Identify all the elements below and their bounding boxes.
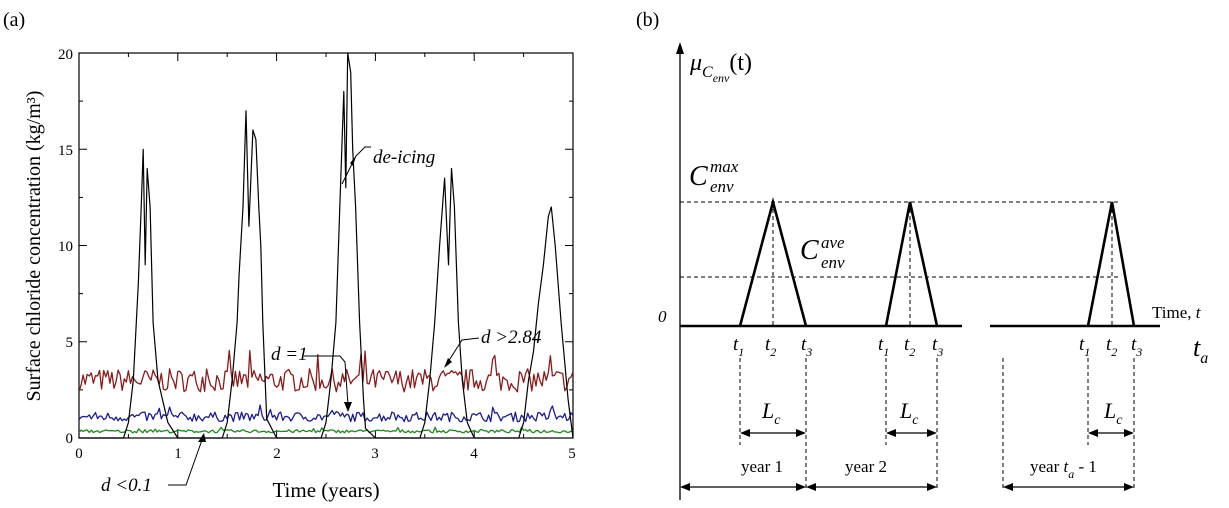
vertical-guides: [739, 202, 1135, 490]
pulse-year-ta: [1086, 201, 1136, 327]
y-axis-label-a: Surface chloride concentration (kg/m³): [23, 91, 45, 402]
t1-label-1: t1: [733, 334, 744, 359]
lc-label-3: Lc: [1103, 398, 1123, 428]
series-group-a: [78, 52, 574, 439]
panel-b-label: (b): [636, 9, 659, 31]
plot-frame-a: [78, 52, 574, 439]
d01-arrowhead: [198, 433, 206, 442]
x-tick-label-3: 3: [371, 446, 379, 462]
t3-label-2: t3: [932, 334, 943, 359]
t1-label-2: t1: [878, 334, 889, 359]
pulse-year-2: [884, 201, 939, 327]
ta-axis-label: ta: [1193, 333, 1208, 367]
lc-label-1: Lc: [761, 398, 781, 428]
d1-arrowhead: [344, 402, 352, 412]
t3-label-3: t3: [1131, 334, 1142, 359]
year-1-label: year 1: [741, 457, 783, 476]
x-tick-label-0: 0: [75, 446, 83, 462]
annotation-deicing: de-icing: [373, 147, 435, 168]
cave-sub: env: [821, 253, 845, 272]
x-tick-label-5: 5: [568, 446, 576, 462]
d284-arrowhead: [444, 358, 452, 368]
annotation-d1: d =1: [271, 344, 308, 365]
series-d01-line: [78, 426, 574, 434]
t2-label-3: t2: [1106, 334, 1117, 359]
lc-arrowheads: [740, 429, 1134, 437]
y-axis-arrowhead-b: [676, 42, 684, 54]
annotation-d284: d >2.84: [481, 327, 542, 348]
cave-label: C: [800, 235, 819, 266]
x-tick-label-4: 4: [470, 446, 478, 462]
x-tick-label-2: 2: [273, 446, 281, 462]
t-labels: t1 t2 t3 t1 t2 t3 t1 t2 t3: [733, 334, 1142, 359]
y-tick-label-5: 5: [66, 335, 74, 351]
year-arrowheads: [680, 483, 1134, 491]
d284-leader: [447, 337, 480, 363]
annotation-d01: d <0.1: [101, 475, 152, 496]
series-deicing-line: [79, 52, 574, 439]
panel-a-label: (a): [3, 9, 25, 31]
t2-label-1: t2: [765, 334, 776, 359]
t3-label-1: t3: [801, 334, 812, 359]
cmax-label: C: [689, 161, 708, 192]
y-axis-label-b: μCenv(t): [689, 50, 752, 85]
y-tick-label-0: 0: [66, 431, 74, 447]
x-axis-label-a: Time (years): [272, 478, 379, 502]
series-d284-line: [78, 349, 574, 393]
lc-labels: Lc Lc Lc: [761, 398, 1123, 428]
t1-label-3: t1: [1079, 334, 1090, 359]
x-tick-label-1: 1: [174, 446, 182, 462]
year-ta-label: year ta - 1: [1030, 457, 1097, 481]
year-2-label: year 2: [845, 457, 887, 476]
d01-leader: [168, 439, 203, 486]
origin-zero-label: 0: [658, 307, 667, 326]
time-axis-label: Time, t: [1152, 303, 1202, 322]
cmax-sub: env: [710, 177, 734, 196]
y-tick-label-15: 15: [58, 143, 73, 159]
deicing-arrowhead: [350, 156, 356, 166]
d1-leader: [304, 355, 349, 406]
cmax-sup: max: [710, 157, 739, 176]
axis-ticks-a: [78, 52, 574, 439]
t2-label-2: t2: [904, 334, 915, 359]
lc-label-2: Lc: [899, 398, 919, 428]
cave-sup: ave: [821, 233, 845, 252]
y-tick-label-10: 10: [58, 239, 73, 255]
series-d1-line: [78, 404, 574, 423]
y-tick-label-20: 20: [58, 47, 73, 63]
